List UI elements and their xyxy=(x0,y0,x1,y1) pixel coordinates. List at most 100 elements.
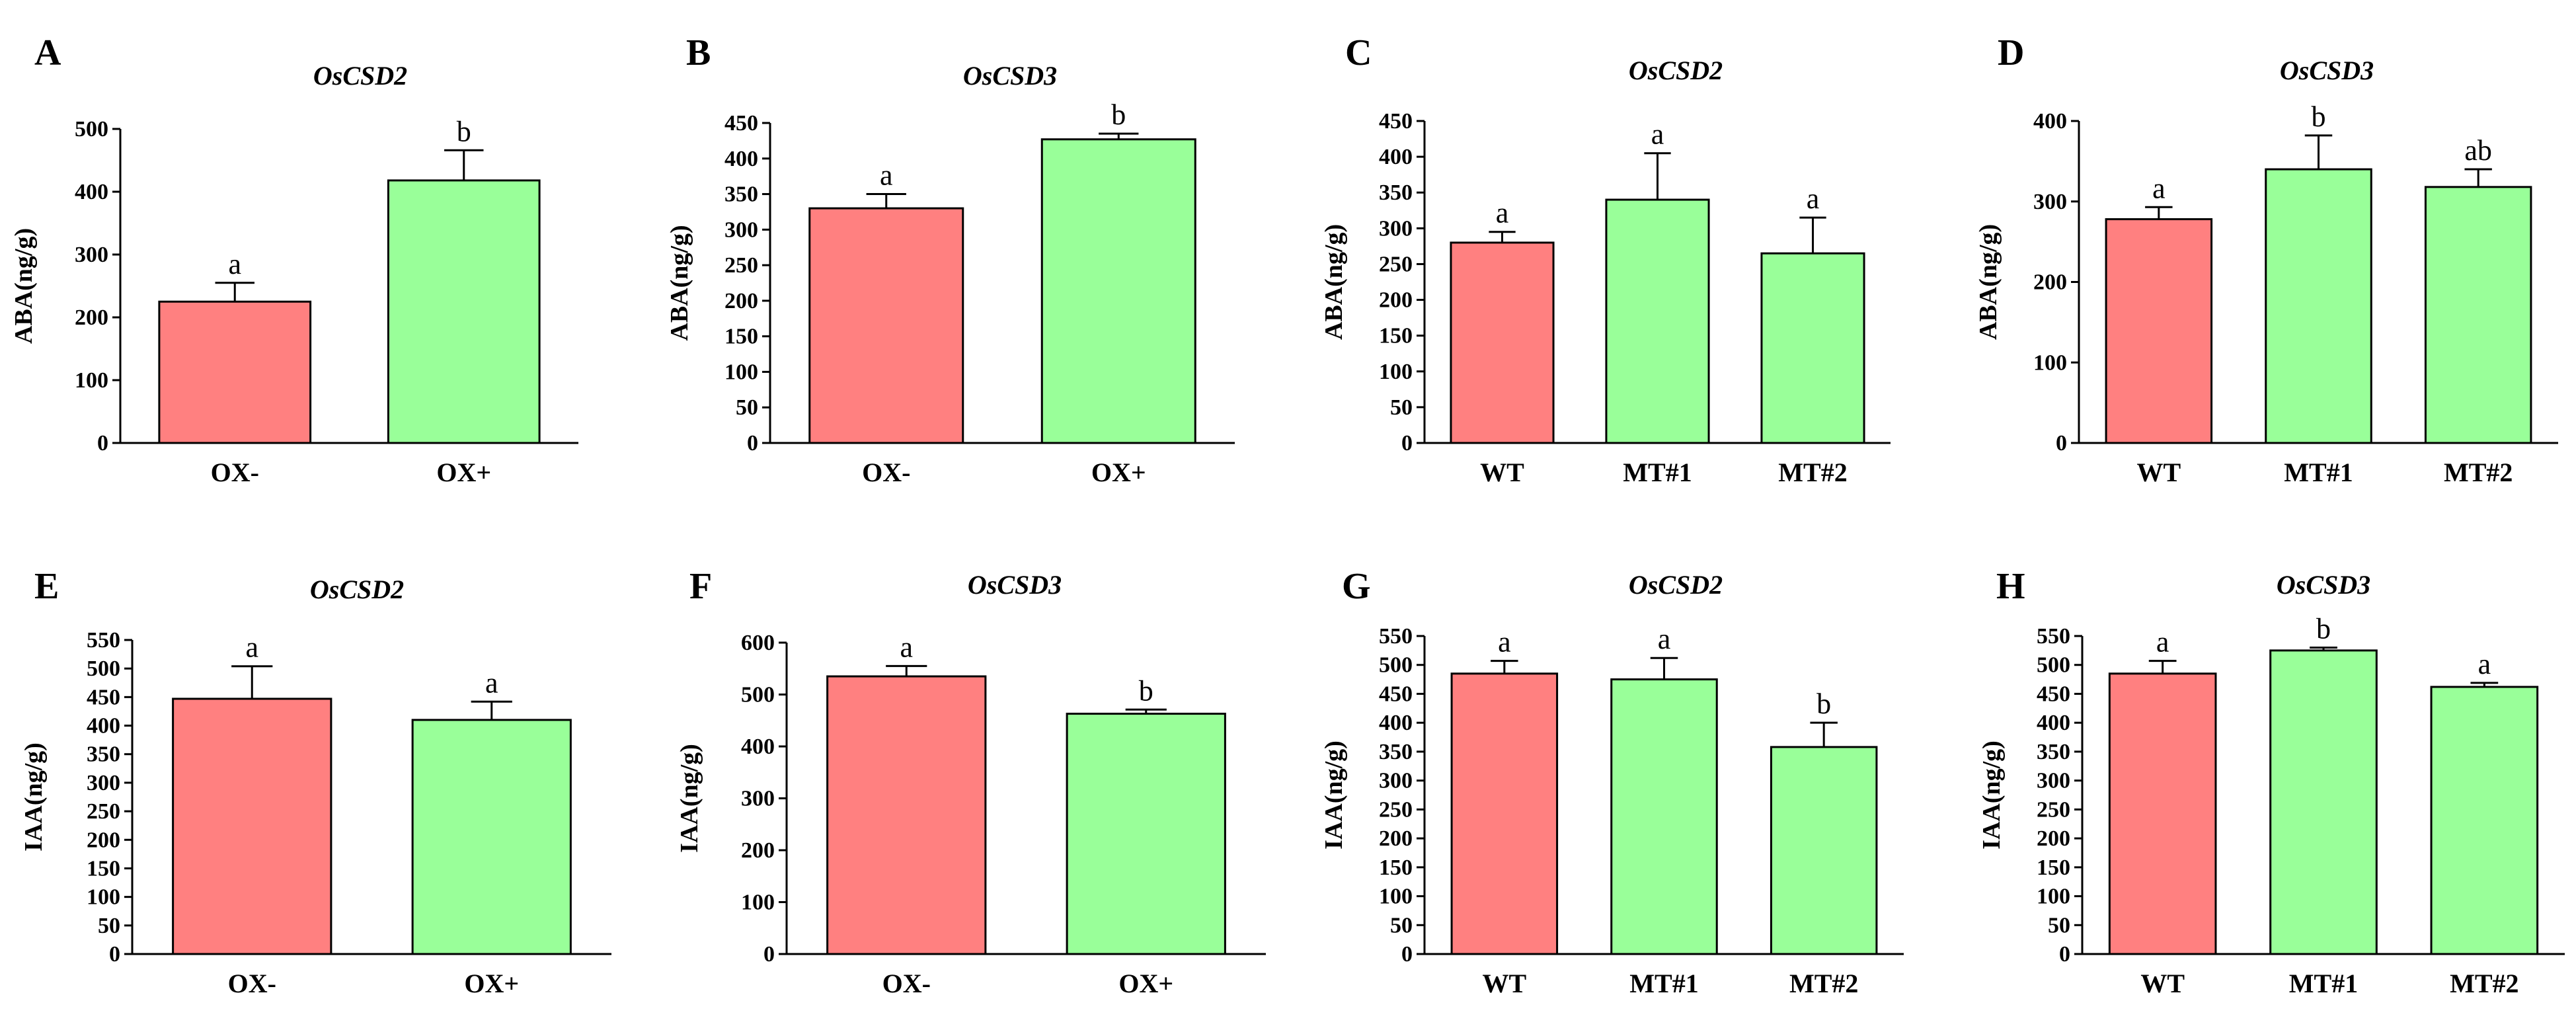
panel-letter: G xyxy=(1342,566,1371,607)
y-tick-label: 400 xyxy=(75,180,108,204)
panel-letter: A xyxy=(34,32,61,73)
panel-letter: D xyxy=(1998,32,2024,73)
x-tick-label: OX+ xyxy=(436,458,491,487)
bar-ox xyxy=(172,697,332,955)
y-tick-label: 400 xyxy=(87,714,120,738)
y-tick-label: 400 xyxy=(2033,109,2067,134)
y-axis-label: ABA(ng/g) xyxy=(1974,224,2002,340)
chart-panel-c: C OsCSD2 ABA(ng/g) 0 50 100 150 200 250 300 350 400… xyxy=(1320,32,1891,487)
y-axis-label: ABA(ng/g) xyxy=(10,228,38,344)
y-tick-label: 550 xyxy=(2037,624,2070,649)
x-tick-label: WT xyxy=(1480,458,1524,487)
significance-letter: a xyxy=(1807,182,1820,215)
y-tick-label: 150 xyxy=(1379,324,1413,348)
panel-letter: E xyxy=(34,566,59,607)
y-tick-label: 100 xyxy=(75,368,108,393)
y-axis-label: ABA(ng/g) xyxy=(1320,224,1348,340)
bar-mt2 xyxy=(2424,186,2532,444)
significance-letter: ab xyxy=(2464,134,2492,167)
y-tick-label: 400 xyxy=(1379,145,1413,169)
significance-letter: a xyxy=(228,248,241,280)
y-tick-label: 500 xyxy=(1379,653,1413,678)
y-tick-label: 250 xyxy=(724,253,758,278)
significance-letter: b xyxy=(1111,99,1126,131)
y-tick-label: 100 xyxy=(741,891,775,915)
significance-letter: a xyxy=(1658,623,1671,655)
y-tick-label: 200 xyxy=(2037,826,2070,851)
y-tick-label: 50 xyxy=(736,395,758,420)
significance-letter: b xyxy=(2312,100,2326,133)
y-tick-label: 400 xyxy=(2037,711,2070,735)
bar-mt2 xyxy=(1760,252,1865,444)
significance-letter: a xyxy=(900,631,913,663)
x-tick-label: MT#1 xyxy=(2289,969,2358,998)
y-axis-label: IAA(ng/g) xyxy=(20,742,48,852)
x-tick-label: MT#1 xyxy=(1629,969,1698,998)
bar-ox xyxy=(1066,713,1226,955)
x-tick-label: MT#2 xyxy=(2444,458,2513,487)
bar-ox xyxy=(411,719,572,955)
bar-ox xyxy=(808,207,964,444)
chart-title: OsCSD3 xyxy=(963,61,1057,91)
significance-letter: a xyxy=(2478,648,2491,680)
chart-panel-b: B OsCSD3 ABA(ng/g) 0 50 100 150 200 250 300 350 400… xyxy=(666,32,1235,487)
y-tick-label: 350 xyxy=(2037,740,2070,764)
x-tick-label: OX+ xyxy=(1118,969,1173,998)
y-tick-label: 0 xyxy=(109,942,120,967)
y-tick-label: 450 xyxy=(1379,109,1413,134)
y-tick-label: 500 xyxy=(2037,653,2070,678)
y-tick-label: 300 xyxy=(741,787,775,811)
y-tick-label: 0 xyxy=(97,431,108,456)
y-tick-label: 100 xyxy=(1379,885,1413,909)
chart-panel-e: E OsCSD2 IAA(ng/g) 0 50 100 150 200 250 300 350 400… xyxy=(20,566,611,998)
bar-mt2 xyxy=(2430,686,2539,955)
y-tick-label: 250 xyxy=(1379,252,1413,276)
chart-title: OsCSD2 xyxy=(310,575,404,604)
y-tick-label: 350 xyxy=(87,742,120,767)
y-tick-label: 400 xyxy=(741,735,775,759)
bar-mt1 xyxy=(2269,649,2378,955)
x-tick-label: OX+ xyxy=(464,969,519,998)
y-tick-label: 300 xyxy=(2033,190,2067,214)
y-tick-label: 300 xyxy=(724,218,758,242)
x-tick-label: OX- xyxy=(862,458,910,487)
y-tick-label: 100 xyxy=(87,885,120,910)
y-tick-label: 500 xyxy=(87,657,120,681)
significance-letter: b xyxy=(1816,688,1831,720)
x-tick-label: MT#2 xyxy=(2450,969,2518,998)
y-tick-label: 0 xyxy=(1401,942,1413,967)
y-tick-label: 550 xyxy=(87,628,120,653)
x-tick-label: OX+ xyxy=(1091,458,1146,487)
bar-mt1 xyxy=(1610,678,1718,955)
y-tick-label: 450 xyxy=(87,685,120,709)
y-tick-label: 300 xyxy=(75,243,108,267)
y-axis-label: IAA(ng/g) xyxy=(676,744,703,853)
chart-panel-f: F OsCSD3 IAA(ng/g) 0 100 200 300 400 500 600 OX-a O… xyxy=(676,566,1266,998)
significance-letter: a xyxy=(880,159,893,192)
x-tick-label: OX- xyxy=(228,969,276,998)
y-tick-label: 100 xyxy=(724,360,758,384)
significance-letter: b xyxy=(2316,612,2331,645)
x-tick-label: WT xyxy=(2140,969,2185,998)
significance-letter: a xyxy=(485,666,498,699)
y-tick-label: 350 xyxy=(1379,180,1413,205)
significance-letter: a xyxy=(2152,172,2166,204)
panel-letter: F xyxy=(689,566,712,607)
significance-letter: a xyxy=(1498,626,1511,658)
y-tick-label: 350 xyxy=(1379,740,1413,764)
y-tick-label: 150 xyxy=(1379,856,1413,880)
y-tick-label: 50 xyxy=(1390,395,1413,420)
y-tick-label: 100 xyxy=(2037,885,2070,909)
y-tick-label: 500 xyxy=(741,683,775,707)
chart-panel-g: G OsCSD2 IAA(ng/g) 0 50 100 150 200 250 300 350 400… xyxy=(1320,566,1904,998)
panel-letter: H xyxy=(1996,566,2025,607)
chart-title: OsCSD2 xyxy=(1629,56,1723,85)
y-tick-label: 300 xyxy=(87,771,120,795)
chart-title: OsCSD2 xyxy=(1629,570,1723,600)
significance-letter: a xyxy=(1651,118,1664,151)
y-tick-label: 200 xyxy=(724,289,758,313)
y-tick-label: 400 xyxy=(1379,711,1413,735)
panel-letter: C xyxy=(1345,32,1372,73)
y-tick-label: 300 xyxy=(1379,769,1413,793)
